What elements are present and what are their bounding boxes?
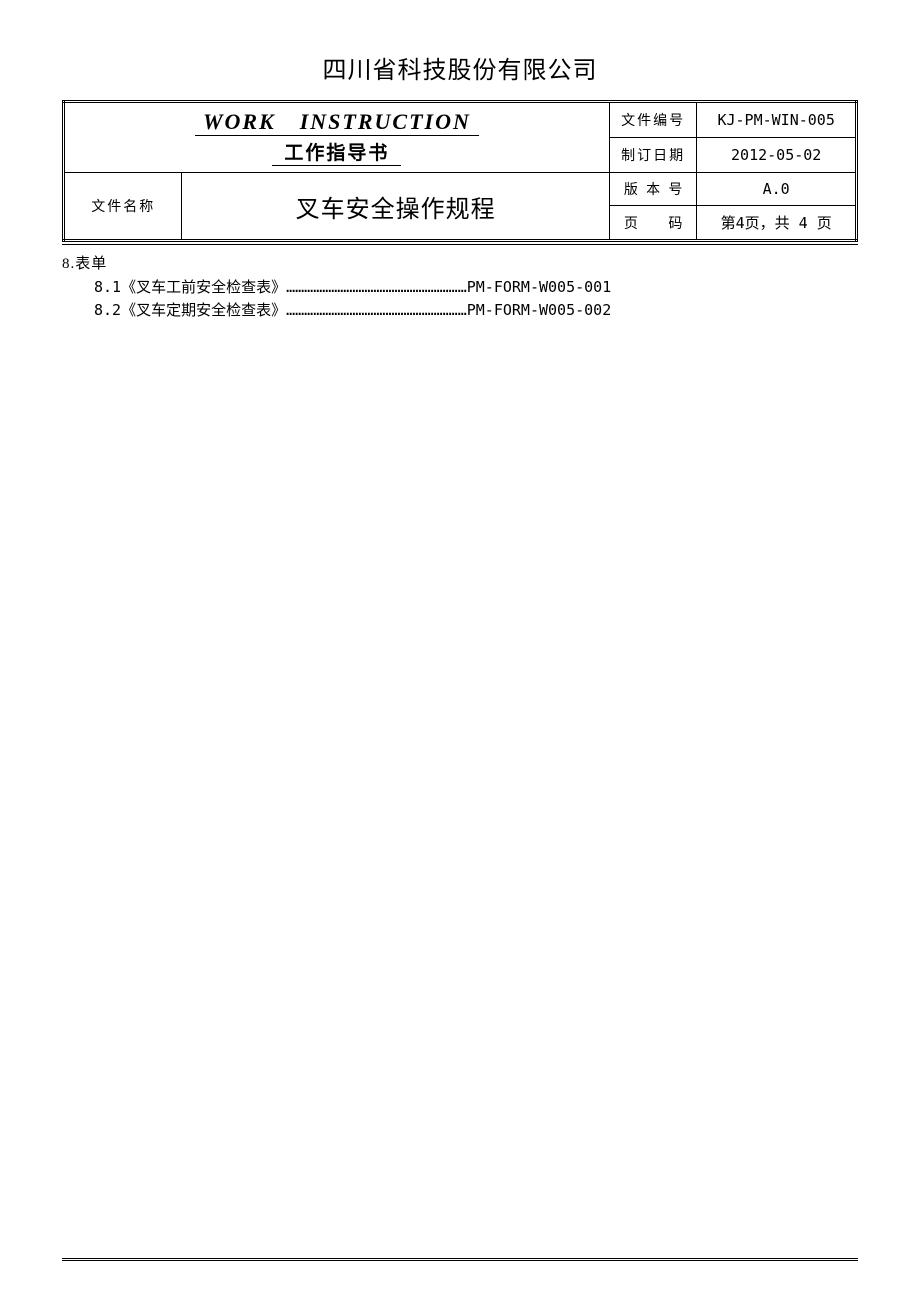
leader-dots: ……………………………………………………	[286, 299, 467, 322]
version-value: A.0	[697, 173, 857, 206]
section-title-text: 表单	[75, 256, 107, 272]
form-number: 8.2	[94, 299, 121, 322]
form-name: 《叉车工前安全检查表》	[121, 277, 286, 300]
header-underline	[62, 244, 858, 245]
section-heading: 8.表单	[62, 253, 858, 276]
doc-no-label: 文件编号	[609, 102, 697, 138]
document-header-table: WORK INSTRUCTION 工作指导书 文件编号 KJ-PM-WIN-00…	[62, 100, 858, 242]
form-number: 8.1	[94, 276, 121, 299]
page-label: 页 码	[609, 206, 697, 241]
form-name: 《叉车定期安全检查表》	[121, 300, 286, 323]
content-area: 8.表单 8.1《叉车工前安全检查表》……………………………………………………P…	[62, 253, 858, 323]
version-label: 版 本 号	[609, 173, 697, 206]
doc-no-value: KJ-PM-WIN-005	[697, 102, 857, 138]
company-name: 四川省科技股份有限公司	[0, 50, 920, 85]
title-english: WORK INSTRUCTION	[195, 109, 479, 136]
date-label: 制订日期	[609, 138, 697, 173]
section-number: 8.	[62, 256, 75, 272]
page-value: 第4页，共 4 页	[697, 206, 857, 241]
filename-label: 文件名称	[64, 173, 182, 241]
form-entry: 8.2《叉车定期安全检查表》……………………………………………………PM-FOR…	[62, 299, 858, 323]
form-entry: 8.1《叉车工前安全检查表》……………………………………………………PM-FOR…	[62, 276, 858, 300]
document-title: 叉车安全操作规程	[182, 173, 609, 241]
page-header: 四川省科技股份有限公司	[0, 0, 920, 100]
date-value: 2012-05-02	[697, 138, 857, 173]
leader-dots: ……………………………………………………	[286, 276, 467, 299]
footer-line	[62, 1258, 858, 1262]
title-block-cell: WORK INSTRUCTION 工作指导书	[64, 102, 610, 173]
form-code: PM-FORM-W005-002	[467, 299, 612, 322]
title-chinese: 工作指导书	[272, 138, 401, 166]
form-code: PM-FORM-W005-001	[467, 276, 612, 299]
